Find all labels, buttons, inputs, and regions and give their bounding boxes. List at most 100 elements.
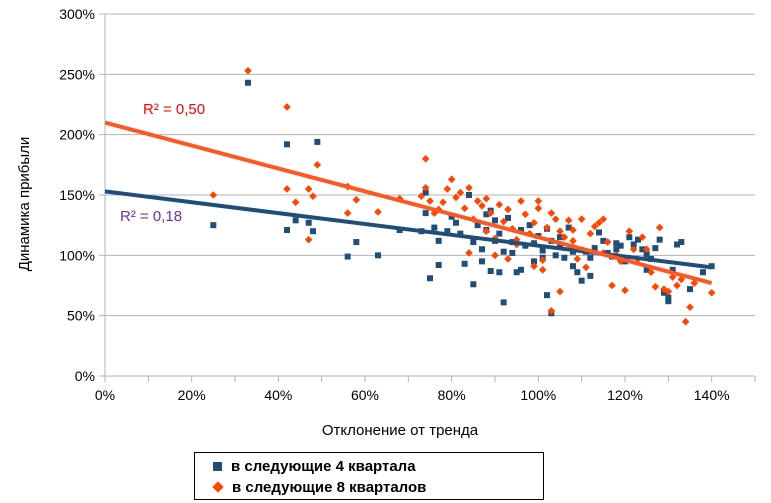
data-point-8q — [283, 185, 291, 193]
data-point-8q — [681, 317, 690, 326]
x-axis-title: Отклонение от тренда — [322, 422, 479, 439]
data-point-4q — [613, 246, 620, 253]
data-point-8q — [244, 66, 252, 75]
data-point-8q — [452, 193, 460, 202]
data-point-8q — [374, 208, 382, 216]
data-point-8q — [421, 155, 430, 163]
data-point-4q — [474, 222, 481, 229]
data-point-8q — [499, 217, 508, 226]
x-tick-label: 20% — [178, 387, 206, 403]
data-point-8q — [651, 282, 660, 291]
x-tick-label: 140% — [694, 387, 730, 403]
data-point-4q — [210, 222, 217, 229]
data-point-8q — [608, 281, 616, 290]
data-point-8q — [647, 268, 655, 277]
x-tick-label: 60% — [351, 387, 379, 403]
y-tick-label: 200% — [59, 127, 95, 143]
data-point-4q — [626, 234, 633, 241]
data-point-8q — [638, 233, 647, 242]
data-point-4q — [539, 247, 546, 254]
data-point-4q — [596, 229, 602, 236]
data-point-4q — [591, 245, 598, 252]
trendline-8q — [104, 120, 713, 286]
y-axis-title: Динамика прибыли — [16, 137, 33, 272]
data-point-8q — [629, 245, 638, 254]
data-point-4q — [344, 253, 351, 260]
r2-label-8q: R² = 0,50 — [143, 101, 205, 118]
data-point-4q — [422, 210, 429, 217]
data-point-8q — [655, 223, 664, 232]
data-point-4q — [565, 224, 572, 231]
x-tick-label: 80% — [438, 387, 466, 403]
data-point-4q — [453, 219, 459, 226]
data-point-4q — [639, 246, 646, 253]
r2-label-4q: R² = 0,18 — [120, 208, 182, 225]
data-point-8q — [599, 215, 608, 223]
data-point-4q — [600, 237, 607, 244]
data-point-8q — [504, 205, 512, 214]
data-point-8q — [569, 237, 577, 245]
data-point-4q — [700, 269, 706, 276]
y-tick-label: 100% — [59, 247, 95, 263]
data-point-4q — [496, 230, 503, 237]
data-point-4q — [245, 79, 251, 86]
data-point-4q — [427, 275, 433, 282]
data-point-8q — [517, 197, 525, 205]
data-point-4q — [461, 260, 468, 267]
data-point-4q — [531, 258, 537, 265]
data-point-4q — [513, 269, 520, 276]
legend-label-4q: в следующие 4 квартала — [231, 457, 416, 475]
data-point-8q — [495, 200, 504, 209]
data-point-4q — [674, 241, 680, 248]
data-point-4q — [526, 222, 533, 229]
data-point-8q — [460, 204, 469, 213]
data-point-4q — [487, 268, 494, 275]
data-point-8q — [478, 202, 486, 210]
data-point-4q — [448, 213, 455, 220]
square-marker-icon — [213, 461, 222, 471]
data-point-8q — [313, 161, 322, 169]
data-point-4q — [656, 236, 663, 243]
data-point-4q — [470, 239, 477, 246]
data-point-8q — [664, 287, 673, 296]
data-point-4q — [678, 239, 685, 246]
data-point-4q — [444, 228, 451, 235]
data-point-4q — [509, 249, 516, 256]
data-point-8q — [352, 196, 361, 204]
data-point-4q — [457, 230, 464, 237]
data-point-8q — [595, 218, 603, 227]
y-tick-label: 150% — [59, 187, 95, 203]
data-point-4q — [496, 269, 503, 276]
data-point-8q — [343, 209, 352, 217]
data-point-8q — [556, 287, 564, 296]
data-point-8q — [547, 209, 556, 217]
data-point-8q — [447, 175, 456, 184]
data-point-8q — [530, 262, 538, 270]
data-point-8q — [309, 192, 317, 201]
data-point-8q — [564, 216, 573, 225]
legend-item-4q: в следующие 4 квартала — [213, 456, 416, 476]
data-point-4q — [284, 141, 290, 148]
data-point-4q — [353, 239, 360, 246]
legend-label-8q: в следующие 8 кварталов — [232, 478, 427, 496]
data-point-4q — [544, 292, 550, 299]
data-point-8q — [291, 198, 300, 207]
data-point-4q — [479, 246, 485, 253]
data-point-4q — [652, 245, 659, 252]
data-point-8q — [421, 183, 430, 192]
data-point-4q — [669, 266, 676, 273]
data-point-4q — [570, 263, 576, 270]
data-point-8q — [473, 197, 482, 205]
data-point-8q — [603, 238, 612, 246]
data-point-8q — [551, 215, 560, 223]
data-point-8q — [690, 279, 699, 287]
y-tick-label: 0% — [75, 368, 95, 384]
data-point-8q — [573, 255, 582, 263]
data-point-8q — [660, 285, 668, 293]
data-point-4q — [435, 261, 442, 268]
data-point-8q — [439, 198, 447, 207]
data-point-4q — [665, 298, 672, 305]
data-point-4q — [643, 251, 650, 258]
data-point-8q — [417, 192, 426, 201]
